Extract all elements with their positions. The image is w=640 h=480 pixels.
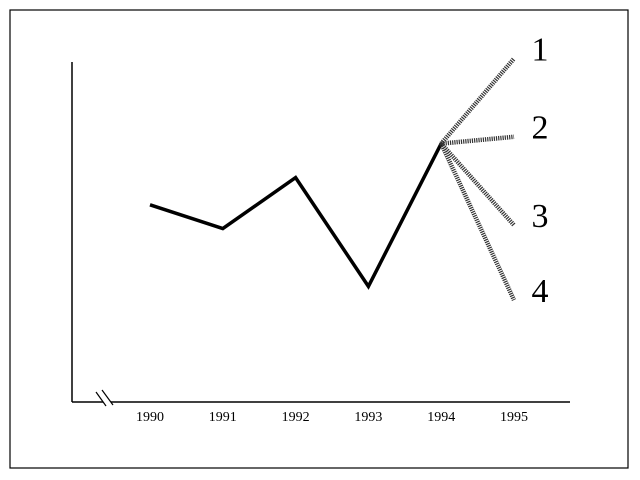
series-label: 3 [532, 198, 549, 235]
x-tick-label: 1993 [354, 410, 382, 425]
x-tick-label: 1994 [427, 410, 455, 425]
projection-line [439, 57, 516, 146]
series-label: 2 [532, 110, 549, 147]
x-tick-label: 1991 [209, 410, 237, 425]
axis-break [95, 388, 114, 408]
main-line [149, 142, 443, 290]
projection-line [439, 142, 517, 301]
series-label: 4 [532, 273, 549, 310]
x-tick-label: 1992 [282, 410, 310, 425]
x-tick-label: 1990 [136, 410, 164, 425]
projection-line [439, 142, 516, 227]
projection-line [440, 134, 515, 146]
frame [9, 9, 629, 469]
series-label: 1 [532, 31, 549, 68]
x-tick-label: 1995 [500, 410, 528, 425]
